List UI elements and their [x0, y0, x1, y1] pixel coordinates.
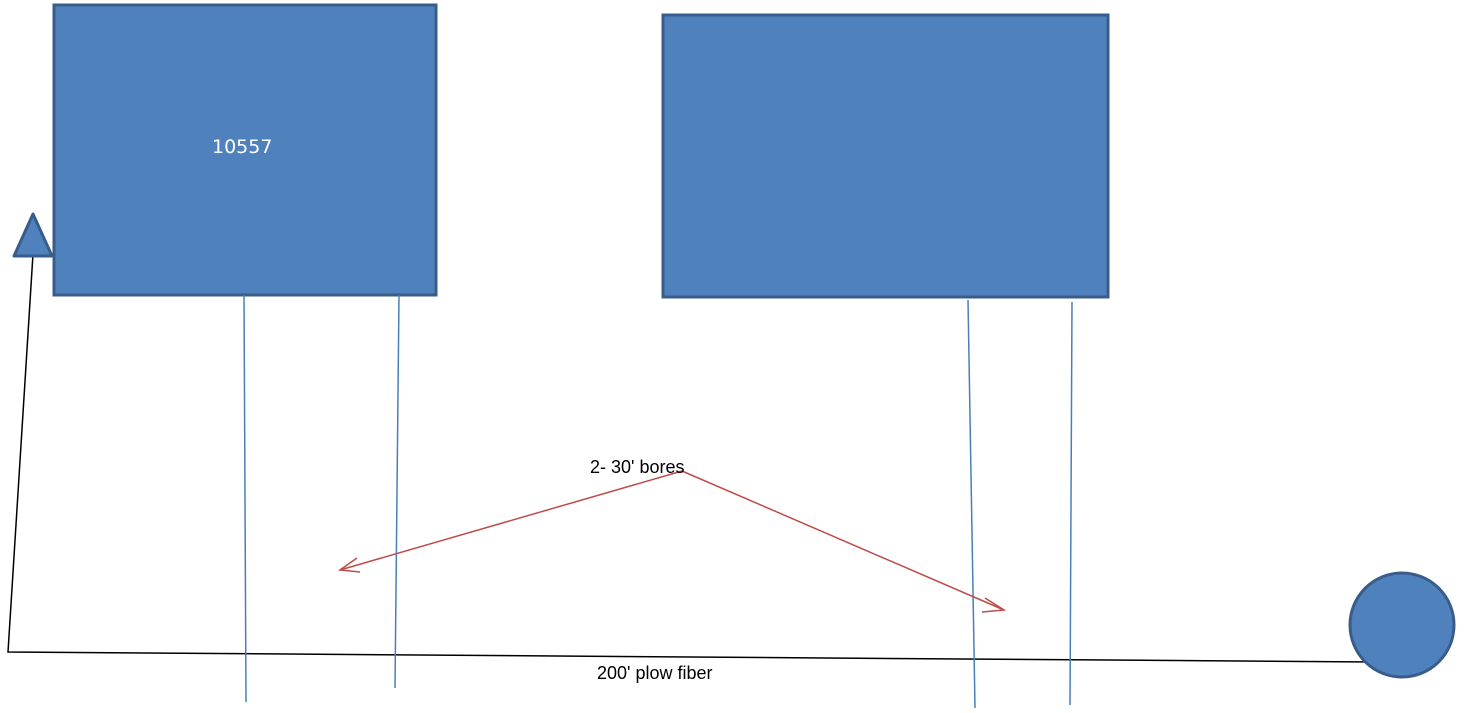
bores-note-label: 2- 30' bores: [590, 457, 685, 477]
building-left-label: 10557: [212, 136, 273, 158]
building-right[interactable]: [661, 13, 1110, 299]
plow-fiber-line: [7, 253, 1376, 663]
bore-callout-arrow-right: [681, 470, 1007, 613]
bore-line-right-1: [967, 299, 976, 709]
plow-fiber-label: 200' plow fiber: [597, 663, 713, 683]
bore-callout-arrow-left: [337, 470, 683, 573]
circle-marker-icon[interactable]: [1348, 571, 1456, 679]
bore-line-left-1: [243, 294, 247, 703]
triangle-marker-icon[interactable]: [12, 212, 54, 258]
bore-line-right-2: [1069, 301, 1073, 706]
building-left[interactable]: [52, 3, 438, 297]
bore-line-left-2: [394, 294, 400, 689]
